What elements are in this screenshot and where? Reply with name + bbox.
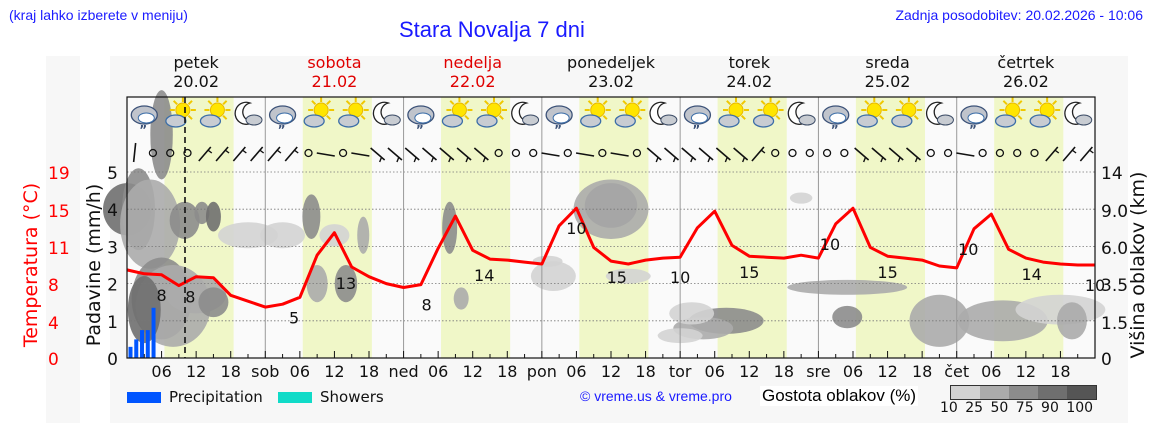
svg-text:3.5: 3.5 [1101,276,1128,296]
svg-text:10: 10 [670,268,690,287]
legend-precipitation-label: Precipitation [169,388,263,406]
svg-text:14: 14 [1101,164,1123,184]
svg-text:06: 06 [981,362,1001,381]
svg-text:15: 15 [739,263,759,282]
svg-text:18: 18 [635,362,655,381]
wind-barbs-row [132,142,1094,163]
svg-text:12: 12 [1016,362,1036,381]
svg-text:10: 10 [958,240,978,259]
svg-text:5: 5 [107,164,118,184]
day-label-5: sreda 25.02 [864,53,911,91]
svg-text:sre: sre [806,362,830,381]
temperature-line [126,206,1095,309]
svg-text:12: 12 [877,362,897,381]
legend-showers-label: Showers [320,388,384,406]
svg-text:”: ” [831,123,839,137]
svg-text:3: 3 [107,238,118,258]
svg-text:06: 06 [151,362,171,381]
svg-text:Padavine (mm/h): Padavine (mm/h) [83,184,105,347]
cloud-density-label: Gostota oblakov (%) [760,386,919,406]
svg-text:12: 12 [324,362,344,381]
cloud-density-layer [103,90,1106,347]
svg-text:13: 13 [336,274,356,293]
last-update: Zadnja posodobitev: 20.02.2026 - 10:06 [895,7,1143,23]
svg-text:12: 12 [601,362,621,381]
svg-text:06: 06 [290,362,310,381]
svg-text:”: ” [692,123,700,137]
copyright-link[interactable]: © vreme.us & vreme.pro [580,388,732,404]
svg-text:”: ” [416,123,424,137]
svg-text:06: 06 [428,362,448,381]
showers-swatch [278,391,312,403]
svg-text:15: 15 [877,263,897,282]
svg-text:18: 18 [912,362,932,381]
svg-text:”: ” [969,123,977,137]
svg-text:14: 14 [474,266,494,285]
svg-text:06: 06 [843,362,863,381]
svg-text:0: 0 [107,350,118,370]
region-hint: (kraj lahko izberete v meniju) [9,7,188,23]
legend-precipitation: Precipitation [127,388,263,406]
cloud-density-scale-labels: 10 25 50 75 90 100 [940,400,1094,416]
cloud-density-scale [950,385,1097,400]
svg-text:06: 06 [566,362,586,381]
svg-text:15: 15 [48,202,70,222]
temperature-axis-panel [46,56,80,423]
day-label-2: nedelja 22.02 [443,53,503,91]
svg-text:8: 8 [185,288,195,307]
svg-text:12: 12 [463,362,483,381]
svg-text:1: 1 [107,313,118,333]
weather-icons-row: ” ” ” ” ” ” ” [130,97,1093,137]
day-label-0: petek 20.02 [173,53,220,91]
svg-text:2: 2 [107,276,118,296]
svg-text:4: 4 [48,314,59,334]
svg-text:sob: sob [251,362,279,381]
page-title: Stara Novalja 7 dni [399,17,585,42]
svg-text:6.0: 6.0 [1101,239,1128,259]
svg-text:10: 10 [566,219,586,238]
precipitation-bars [128,307,156,358]
svg-text:čet: čet [944,362,969,381]
svg-text:0: 0 [48,350,59,370]
svg-text:1.5: 1.5 [1101,314,1128,334]
day-label-4: torek 24.02 [726,53,773,91]
svg-text:”: ” [139,123,147,137]
svg-text:”: ” [554,123,562,137]
svg-text:14: 14 [1021,265,1041,284]
svg-text:8: 8 [156,286,166,305]
svg-text:ned: ned [389,362,419,381]
precipitation-swatch [127,391,161,403]
svg-text:18: 18 [359,362,379,381]
svg-text:15: 15 [607,268,627,287]
svg-text:11: 11 [48,239,70,259]
day-label-3: ponedeljek 23.02 [567,53,655,91]
svg-text:18: 18 [774,362,794,381]
svg-text:9.0: 9.0 [1101,202,1128,222]
svg-text:18: 18 [221,362,241,381]
legend-showers: Showers [278,388,384,406]
svg-text:Višina oblakov (km): Višina oblakov (km) [1127,172,1149,359]
day-label-6: četrtek 26.02 [997,53,1055,91]
svg-text:4: 4 [107,201,118,221]
svg-text:12: 12 [186,362,206,381]
svg-text:18: 18 [1050,362,1070,381]
svg-text:12: 12 [739,362,759,381]
svg-text:Temperatura (°C): Temperatura (°C) [20,183,42,348]
svg-text:5: 5 [289,308,299,327]
svg-text:18: 18 [497,362,517,381]
svg-text:8: 8 [422,296,432,315]
svg-text:”: ” [278,123,286,137]
day-label-1: sobota 21.02 [307,53,362,91]
svg-text:8: 8 [48,276,59,296]
svg-text:pon: pon [527,362,557,381]
svg-text:tor: tor [669,362,692,381]
svg-text:10: 10 [820,235,840,254]
svg-text:06: 06 [705,362,725,381]
svg-text:19: 19 [48,164,70,184]
svg-text:0: 0 [1101,350,1112,370]
